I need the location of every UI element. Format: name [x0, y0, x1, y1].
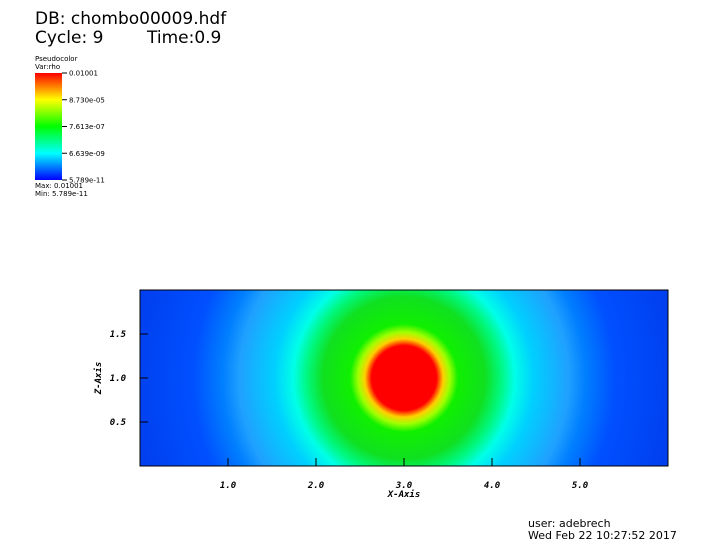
y-axis-title: Z-Axis [93, 362, 104, 396]
time: Time:0.9 [146, 28, 221, 48]
cycle: Cycle: 9 [35, 28, 103, 48]
x-tick-label: 1.0 [220, 481, 237, 491]
date: Wed Feb 22 10:27:52 2017 [528, 529, 677, 542]
colorbar-label: 7.613e-07 [69, 123, 105, 131]
db-name: DB: chombo00009.hdf [35, 9, 227, 29]
colorbar-label: 0.01001 [69, 70, 98, 78]
x-tick-label: 3.0 [395, 481, 413, 491]
legend-min: Min: 5.789e-11 [35, 190, 88, 198]
y-tick-label: 0.5 [110, 418, 127, 428]
legend-plot: Pseudocolor [35, 55, 78, 63]
colorbar-label: 6.639e-09 [69, 150, 105, 158]
x-tick-label: 4.0 [484, 481, 501, 491]
x-axis-title: X-Axis [387, 489, 421, 500]
colorbar-label: 8.730e-05 [69, 96, 105, 104]
colorbar [35, 73, 62, 180]
colorbar-label: 5.789e-11 [69, 177, 105, 185]
user: user: adebrech [528, 517, 611, 530]
legend-max: Max: 0.01001 [35, 182, 83, 190]
pseudocolor-field [140, 290, 668, 466]
x-tick-label: 2.0 [307, 481, 325, 491]
y-tick-label: 1.0 [110, 374, 127, 384]
legend-var: Var:rho [35, 63, 60, 71]
x-tick-label: 5.0 [572, 481, 589, 491]
y-tick-label: 1.5 [110, 330, 127, 340]
